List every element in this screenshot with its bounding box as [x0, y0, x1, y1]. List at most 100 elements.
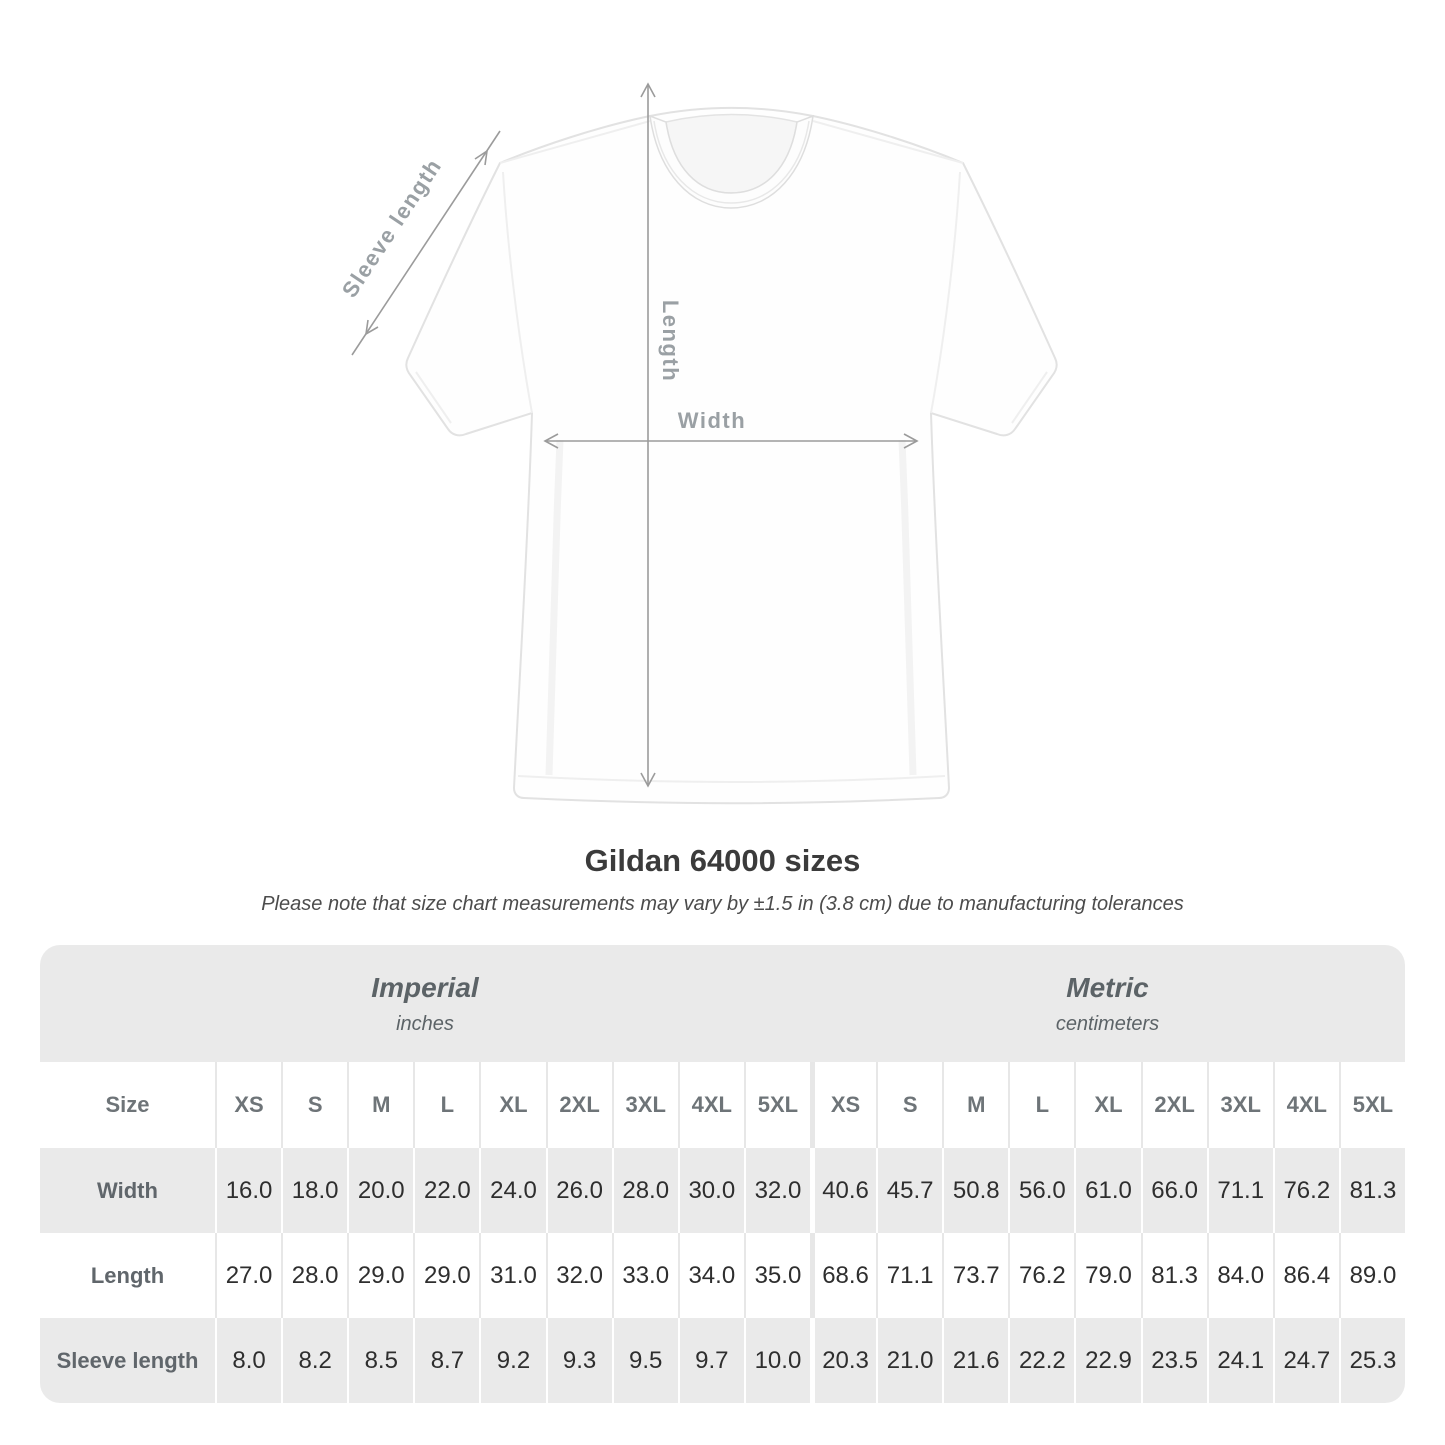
value-cell: 8.5: [347, 1318, 413, 1403]
value-cell: 66.0: [1140, 1148, 1207, 1233]
size-col-header: S: [281, 1062, 347, 1148]
size-col-header: 4XL: [677, 1062, 744, 1148]
length-label: Length: [658, 300, 683, 382]
size-col-header: XS: [215, 1062, 281, 1148]
size-col-header: 2XL: [1140, 1062, 1207, 1148]
value-cell: 21.0: [876, 1318, 942, 1403]
value-cell: 9.5: [611, 1318, 678, 1403]
value-cell: 26.0: [545, 1148, 612, 1233]
tolerance-note: Please note that size chart measurements…: [261, 893, 1184, 915]
value-cell: 40.6: [810, 1148, 876, 1233]
size-col-header: M: [942, 1062, 1008, 1148]
metric-unit: centimeters: [1055, 1012, 1160, 1035]
value-cell: 9.2: [479, 1318, 545, 1403]
metric-header: Metric centimeters: [810, 945, 1405, 1062]
value-cell: 27.0: [215, 1233, 281, 1318]
value-cell: 34.0: [677, 1233, 744, 1318]
length-arrow: [640, 82, 656, 788]
sleeve-length-label: Sleeve length: [337, 154, 447, 302]
value-cell: 10.0: [743, 1318, 810, 1403]
value-cell: 73.7: [942, 1233, 1008, 1318]
value-cell: 76.2: [1008, 1233, 1074, 1318]
size-col-header: 2XL: [545, 1062, 612, 1148]
value-cell: 81.3: [1140, 1233, 1207, 1318]
size-col-header: M: [347, 1062, 413, 1148]
value-cell: 71.1: [1206, 1148, 1273, 1233]
value-cell: 22.9: [1074, 1318, 1140, 1403]
row-label: Length: [90, 1262, 165, 1288]
size-col-header: XL: [479, 1062, 545, 1148]
page-title: Gildan 64000 sizes: [584, 843, 861, 878]
value-cell: 22.0: [413, 1148, 479, 1233]
tshirt-diagram: Sleeve length Length Width: [337, 82, 1058, 805]
value-cell: 24.7: [1272, 1318, 1339, 1403]
imperial-header: Imperial inches: [40, 945, 810, 1062]
value-cell: 29.0: [413, 1233, 479, 1318]
size-col-header: 3XL: [1206, 1062, 1273, 1148]
size-col-header: L: [1008, 1062, 1074, 1148]
size-corner-label: Size: [105, 1092, 150, 1117]
value-cell: 35.0: [743, 1233, 810, 1318]
value-cell: 22.2: [1008, 1318, 1074, 1403]
value-cell: 32.0: [743, 1148, 810, 1233]
value-cell: 20.3: [810, 1318, 876, 1403]
row-label: Sleeve length: [56, 1347, 199, 1373]
width-arrow: [543, 433, 919, 449]
value-cell: 50.8: [942, 1148, 1008, 1233]
value-cell: 68.6: [810, 1233, 876, 1318]
size-table: Imperial inches Metric centimeters Size X…: [40, 945, 1405, 1403]
unit-header-band: Imperial inches Metric centimeters: [40, 945, 1405, 1062]
table-row: Sleeve length 8.0 8.2 8.5 8.7 9.2 9.3 9.5 9.7 10.…: [40, 1318, 1405, 1403]
size-col-header: XL: [1074, 1062, 1140, 1148]
value-cell: 71.1: [876, 1233, 942, 1318]
size-col-header: 5XL: [743, 1062, 810, 1148]
value-cell: 33.0: [611, 1233, 678, 1318]
value-cell: 18.0: [281, 1148, 347, 1233]
value-cell: 84.0: [1206, 1233, 1273, 1318]
value-cell: 61.0: [1074, 1148, 1140, 1233]
size-col-header: S: [876, 1062, 942, 1148]
table-row: Length 27.0 28.0 29.0 29.0 31.0 32.0 33.0 34.0 35…: [40, 1233, 1405, 1318]
value-cell: 81.3: [1338, 1148, 1405, 1233]
value-cell: 20.0: [347, 1148, 413, 1233]
value-cell: 79.0: [1074, 1233, 1140, 1318]
tshirt-seams: [415, 120, 1048, 783]
metric-title: Metric: [1066, 971, 1149, 1003]
value-cell: 76.2: [1272, 1148, 1339, 1233]
value-cell: 8.0: [215, 1318, 281, 1403]
value-cell: 21.6: [942, 1318, 1008, 1403]
value-cell: 8.2: [281, 1318, 347, 1403]
table-row: Size XS S M L XL 2XL 3XL 4XL 5XL XS S M L XL 2XL 3XL 4XL 5…: [40, 1062, 1405, 1148]
value-cell: 23.5: [1140, 1318, 1207, 1403]
value-cell: 45.7: [876, 1148, 942, 1233]
row-label: Width: [97, 1177, 158, 1203]
value-cell: 31.0: [479, 1233, 545, 1318]
value-cell: 16.0: [215, 1148, 281, 1233]
value-cell: 8.7: [413, 1318, 479, 1403]
value-cell: 86.4: [1272, 1233, 1339, 1318]
width-label: Width: [678, 408, 746, 433]
size-col-header: 4XL: [1272, 1062, 1339, 1148]
size-col-header: L: [413, 1062, 479, 1148]
collar-seam: [653, 120, 810, 204]
value-cell: 29.0: [347, 1233, 413, 1318]
value-cell: 56.0: [1008, 1148, 1074, 1233]
size-col-header: XS: [810, 1062, 876, 1148]
tshirt-body: [405, 106, 1058, 805]
value-cell: 28.0: [281, 1233, 347, 1318]
size-col-header: 5XL: [1338, 1062, 1405, 1148]
imperial-title: Imperial: [371, 971, 479, 1003]
value-cell: 32.0: [545, 1233, 612, 1318]
value-cell: 89.0: [1338, 1233, 1405, 1318]
value-cell: 30.0: [677, 1148, 744, 1233]
value-cell: 25.3: [1338, 1318, 1405, 1403]
size-col-header: 3XL: [611, 1062, 678, 1148]
value-cell: 28.0: [611, 1148, 678, 1233]
sleeve-length-arrow: [351, 130, 501, 356]
imperial-unit: inches: [396, 1012, 454, 1035]
value-cell: 24.0: [479, 1148, 545, 1233]
size-grid: Size XS S M L XL 2XL 3XL 4XL 5XL XS S M L XL 2XL 3XL 4XL 5…: [40, 1062, 1405, 1403]
tshirt-collar: [649, 114, 814, 209]
value-cell: 24.1: [1206, 1318, 1273, 1403]
